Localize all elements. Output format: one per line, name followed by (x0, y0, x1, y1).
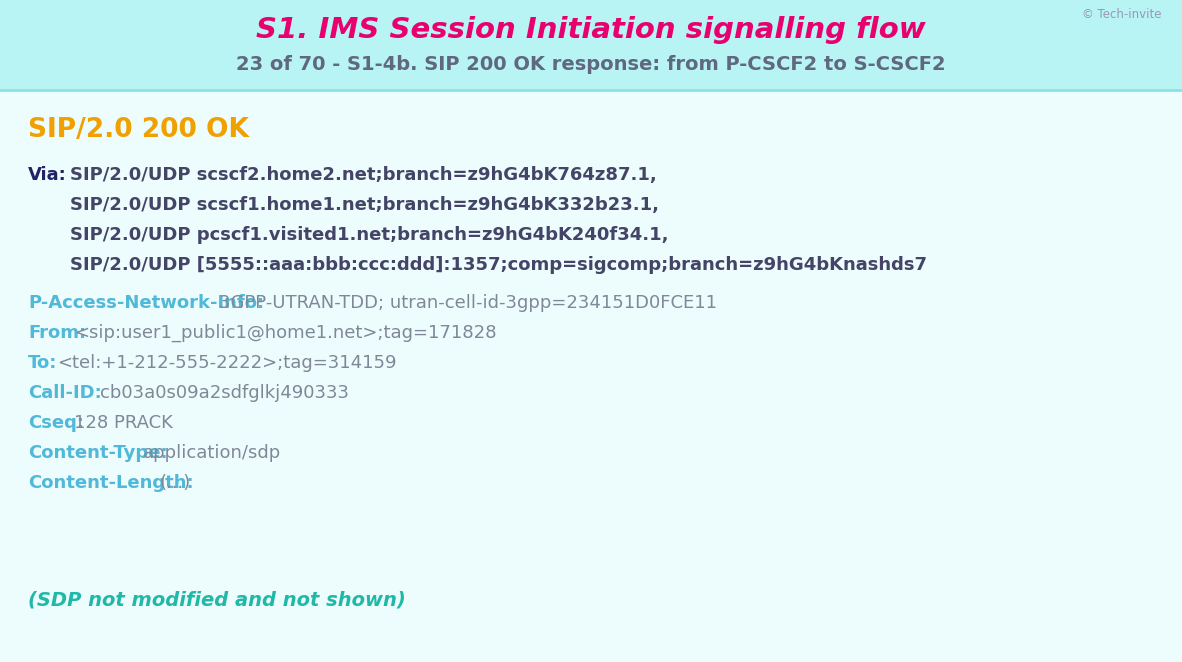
Text: 128 PRACK: 128 PRACK (74, 414, 174, 432)
Text: 3GPP-UTRAN-TDD; utran-cell-id-3gpp=234151D0FCE11: 3GPP-UTRAN-TDD; utran-cell-id-3gpp=23415… (219, 294, 717, 312)
Text: <sip:user1_public1@home1.net>;tag=171828: <sip:user1_public1@home1.net>;tag=171828 (74, 324, 496, 342)
Text: SIP/2.0/UDP [5555::aaa:bbb:ccc:ddd]:1357;comp=sigcomp;branch=z9hG4bKnashds7: SIP/2.0/UDP [5555::aaa:bbb:ccc:ddd]:1357… (70, 256, 927, 274)
Text: Content-Type:: Content-Type: (28, 444, 168, 462)
Text: Via:: Via: (28, 166, 66, 184)
Text: (SDP not modified and not shown): (SDP not modified and not shown) (28, 591, 405, 610)
Text: application/sdp: application/sdp (143, 444, 281, 462)
Text: cb03a0s09a2sdfglkj490333: cb03a0s09a2sdfglkj490333 (100, 384, 349, 402)
Text: (...): (...) (160, 474, 190, 492)
Text: Call-ID:: Call-ID: (28, 384, 102, 402)
Text: 23 of 70 - S1-4b. SIP 200 OK response: from P-CSCF2 to S-CSCF2: 23 of 70 - S1-4b. SIP 200 OK response: f… (236, 56, 946, 75)
Text: P-Access-Network-Info:: P-Access-Network-Info: (28, 294, 264, 312)
Bar (0, 90, 1182, 662)
Text: SIP/2.0 200 OK: SIP/2.0 200 OK (28, 117, 249, 143)
Text: Cseq:: Cseq: (28, 414, 84, 432)
Text: Content-Length:: Content-Length: (28, 474, 194, 492)
Text: <tel:+1-212-555-2222>;tag=314159: <tel:+1-212-555-2222>;tag=314159 (58, 354, 397, 372)
Text: S1. IMS Session Initiation signalling flow: S1. IMS Session Initiation signalling fl… (256, 16, 926, 44)
Text: © Tech-invite: © Tech-invite (1083, 7, 1162, 21)
Text: From:: From: (28, 324, 86, 342)
Bar (0, 0, 1182, 90)
Text: SIP/2.0/UDP scscf1.home1.net;branch=z9hG4bK332b23.1,: SIP/2.0/UDP scscf1.home1.net;branch=z9hG… (70, 196, 660, 214)
Text: SIP/2.0/UDP scscf2.home2.net;branch=z9hG4bK764z87.1,: SIP/2.0/UDP scscf2.home2.net;branch=z9hG… (70, 166, 657, 184)
Text: SIP/2.0/UDP pcscf1.visited1.net;branch=z9hG4bK240f34.1,: SIP/2.0/UDP pcscf1.visited1.net;branch=z… (70, 226, 669, 244)
Text: To:: To: (28, 354, 58, 372)
